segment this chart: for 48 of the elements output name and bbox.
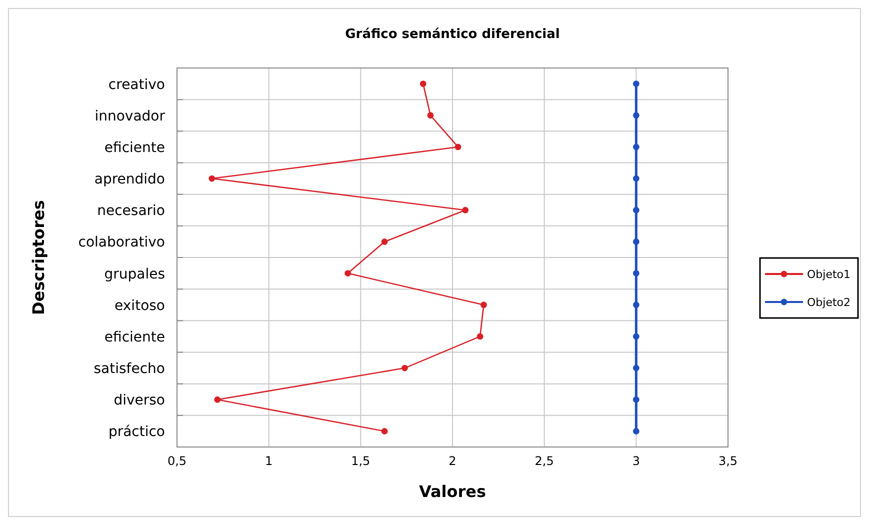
y-tick-label: creativo — [108, 76, 165, 93]
y-tick-label: práctico — [108, 424, 165, 440]
point — [632, 302, 640, 308]
legend-label: Objeto1 — [807, 268, 851, 281]
point — [632, 238, 640, 245]
x-tick-label: 2 — [448, 454, 456, 468]
point — [427, 112, 434, 119]
y-tick-label: grupales — [104, 266, 165, 282]
x-tick-label: 3 — [632, 454, 640, 468]
y-tick-label: colaborativo — [78, 234, 165, 251]
point — [480, 302, 487, 308]
y-tick-label: aprendido — [94, 172, 165, 188]
x-tick-label: 0,5 — [167, 454, 187, 468]
point — [462, 206, 469, 214]
point — [208, 175, 216, 182]
point — [402, 364, 408, 372]
y-tick-label: innovador — [94, 108, 166, 124]
point — [632, 144, 640, 150]
x-tick-label: 2,5 — [534, 454, 554, 468]
y-tick-label: eficiente — [104, 329, 165, 346]
point — [214, 396, 221, 403]
y-tick-label: exitoso — [114, 298, 165, 314]
chart-title: Gráfico semántico diferencial — [345, 27, 560, 42]
point — [381, 428, 388, 434]
point — [632, 175, 640, 182]
point — [632, 206, 640, 214]
point — [632, 270, 640, 276]
y-tick-label: diverso — [114, 392, 165, 409]
y-tick-label: satisfecho — [94, 361, 165, 378]
x-axis-title: Valores — [418, 482, 486, 501]
point — [454, 144, 462, 150]
y-tick-label: eficiente — [104, 140, 165, 156]
legend-label: Objeto2 — [807, 296, 851, 309]
point — [632, 396, 640, 403]
x-tick-label: 1 — [265, 454, 273, 468]
point — [632, 112, 640, 119]
point — [381, 238, 388, 245]
x-tick-label: 1,5 — [351, 454, 370, 468]
point — [420, 80, 426, 87]
point — [344, 270, 352, 276]
y-tick-label: necesario — [97, 203, 165, 220]
point — [632, 80, 640, 87]
point — [632, 333, 640, 340]
x-tick-label: 3,5 — [718, 454, 738, 468]
point — [476, 333, 484, 340]
point — [632, 428, 640, 434]
y-axis-title: Descriptores — [29, 200, 48, 315]
point — [632, 364, 640, 372]
